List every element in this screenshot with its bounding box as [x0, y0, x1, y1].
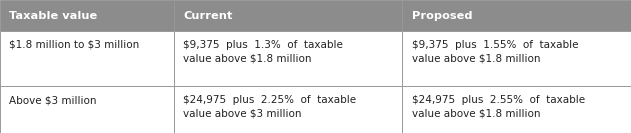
Text: \$9,375  plus  1.55%  of  taxable
value above \$1.8 million: \$9,375 plus 1.55% of taxable value abov… [411, 40, 578, 63]
Bar [403, 0, 631, 31]
Bar [403, 31, 631, 86]
Text: Above \$3 million: Above \$3 million [9, 95, 97, 105]
Bar [174, 0, 403, 31]
Bar [174, 86, 403, 133]
Text: \$9,375  plus  1.3%  of  taxable
value above \$1.8 million: \$9,375 plus 1.3% of taxable value above… [183, 40, 343, 63]
Text: \$1.8 million to \$3 million: \$1.8 million to \$3 million [9, 40, 139, 50]
Text: \$24,975  plus  2.55%  of  taxable
value above \$1.8 million: \$24,975 plus 2.55% of taxable value abo… [411, 95, 585, 119]
Text: \$24,975  plus  2.25%  of  taxable
value above \$3 million: \$24,975 plus 2.25% of taxable value abo… [183, 95, 356, 119]
Bar [0, 86, 174, 133]
Text: Proposed: Proposed [411, 11, 472, 21]
Text: Taxable value: Taxable value [9, 11, 98, 21]
Text: Current: Current [183, 11, 232, 21]
Bar [0, 31, 174, 86]
Bar [0, 0, 174, 31]
Bar [174, 31, 403, 86]
Bar [403, 86, 631, 133]
